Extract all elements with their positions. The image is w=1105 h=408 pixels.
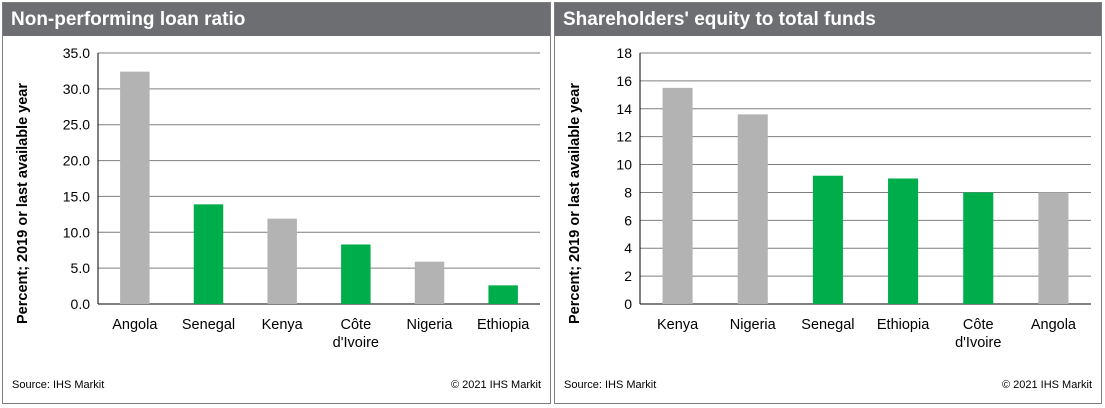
x-tick-label: Côte d'Ivoire [955,317,1001,351]
x-tick-label: Ethiopia [477,317,530,333]
x-tick-label: Angola [112,317,158,333]
bar-angola [120,71,150,304]
y-tick-label: 0.0 [71,296,91,312]
bar-nigeria [414,261,445,304]
y-tick-label: 30.0 [63,81,90,97]
x-tick-label: Angola [1031,317,1077,333]
chart-title: Non-performing loan ratio [3,3,550,36]
y-tick-label: 0 [624,296,632,312]
x-tick-label: Senegal [182,317,235,333]
y-tick-label: 8 [624,184,632,200]
bar-angola [1038,192,1069,304]
bar-senegal [812,175,843,304]
y-tick-label: 2 [624,268,632,284]
source-note: Source: IHS Markit [564,379,657,391]
y-tick-label: 18 [616,45,632,61]
y-tick-label: 10.0 [63,224,90,240]
bar-senegal [193,204,224,304]
bar-ethiopia [888,178,919,304]
bar-c-te-d-ivoire [341,244,371,304]
y-tick-label: 35.0 [63,45,90,61]
y-tick-label: 6 [624,212,632,228]
x-tick-label: Ethiopia [877,317,930,333]
y-tick-label: 14 [616,101,632,117]
x-tick-label: Nigeria [730,317,777,333]
y-tick-label: 20.0 [63,153,90,169]
bar-ethiopia [488,285,518,304]
y-tick-label: 10 [616,157,632,173]
y-tick-label: 4 [624,240,632,256]
copyright-note: © 2021 IHS Markit [1001,379,1092,391]
equity-ratio-panel: Shareholders' equity to total funds Perc… [554,2,1102,404]
npl-ratio-chart: Percent; 2019 or last available year 0.0 5… [15,45,540,351]
chart-title: Shareholders' equity to total funds [555,3,1101,36]
bar-c-te-d-ivoire [963,192,994,304]
y-tick-label: 16 [616,73,632,89]
bar-nigeria [737,114,768,304]
y-tick-label: 5.0 [71,260,91,276]
npl-ratio-panel: Non-performing loan ratio Percent; 2019 … [2,2,551,404]
bar-kenya [267,218,297,304]
bar-kenya [662,87,693,304]
x-tick-label: Kenya [262,317,304,333]
y-axis-title: Percent; 2019 or last available year [567,83,583,324]
x-tick-label: Nigeria [407,317,454,333]
copyright-note: © 2021 IHS Markit [450,379,541,391]
source-note: Source: IHS Markit [12,379,105,391]
equity-ratio-chart: Percent; 2019 or last available year 0 2 4 6… [567,45,1091,351]
y-tick-label: 15.0 [63,188,90,204]
x-tick-label: Kenya [657,317,699,333]
y-tick-label: 25.0 [63,117,90,133]
y-axis-title: Percent; 2019 or last available year [15,83,31,324]
x-tick-label: Senegal [801,317,854,333]
x-tick-label: Côte d'Ivoire [333,317,379,351]
y-tick-label: 12 [616,129,632,145]
